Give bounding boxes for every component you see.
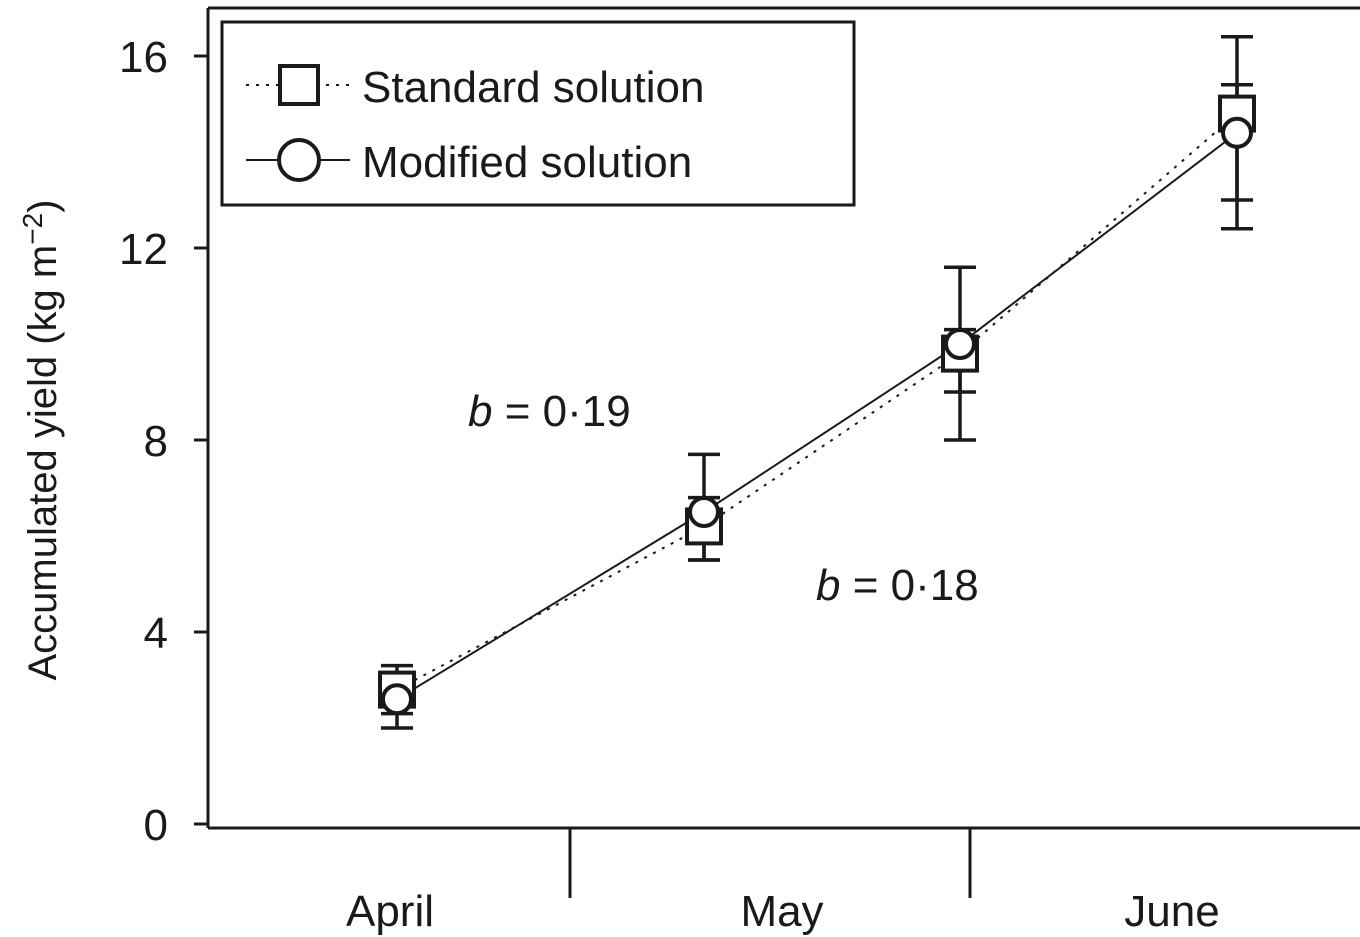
y-axis-label-superscript: −2 (17, 213, 48, 245)
legend: Standard solution Modified solution (220, 20, 856, 207)
y-axis-label-close: ) (21, 200, 65, 213)
slope-annotation-standard-symbol: b (468, 387, 492, 436)
legend-square-marker (278, 64, 320, 106)
y-axis-label: Accumulated yield (kg m−2) (17, 200, 65, 681)
y-ticks: 0 4 8 12 16 (119, 33, 208, 850)
legend-box (220, 20, 856, 207)
point-modified-solution-2 (944, 328, 976, 360)
x-tick-label-may: May (740, 887, 823, 936)
y-tick-label-12: 12 (119, 225, 168, 274)
error-bars (381, 35, 1253, 730)
slope-annotation-standard-value: = 0·19 (492, 387, 630, 436)
slope-annotation-modified-symbol: b (816, 561, 840, 610)
slope-annotation-standard: b = 0·19 (468, 387, 631, 436)
legend-circle-marker (277, 138, 321, 182)
y-tick-label-16: 16 (119, 33, 168, 82)
y-tick-label-4: 4 (144, 609, 168, 658)
legend-label-standard: Standard solution (362, 63, 704, 112)
y-tick-label-0: 0 (144, 801, 168, 850)
x-tick-label-april: April (346, 887, 434, 936)
legend-label-modified: Modified solution (362, 138, 692, 187)
y-tick-label-8: 8 (144, 417, 168, 466)
slope-annotation-modified: b = 0·18 (816, 561, 979, 610)
point-modified-solution-1 (688, 496, 720, 528)
series-line-modified-solution (396, 132, 1238, 701)
point-modified-solution-3 (1221, 116, 1253, 149)
x-tick-label-june: June (1124, 887, 1219, 936)
data-markers (378, 94, 1256, 716)
point-modified-solution-0 (381, 683, 413, 716)
series-line-standard-solution (396, 112, 1238, 691)
y-axis-label-main: Accumulated yield (kg m (21, 245, 65, 681)
series-lines (396, 112, 1238, 701)
slope-annotation-modified-value: = 0·18 (840, 561, 978, 610)
